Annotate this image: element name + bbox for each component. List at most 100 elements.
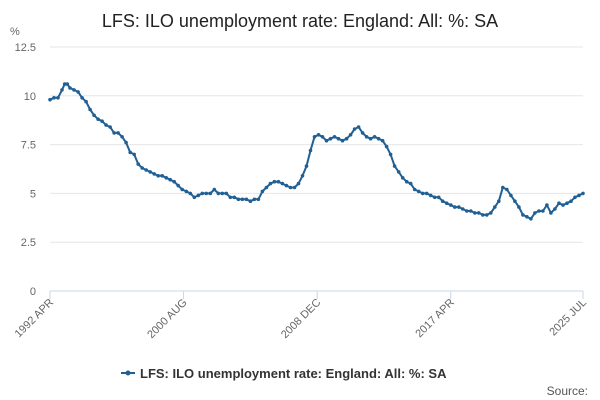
data-point[interactable] xyxy=(545,203,549,207)
data-point[interactable] xyxy=(236,197,241,202)
data-point[interactable] xyxy=(408,181,413,186)
data-point[interactable] xyxy=(537,209,541,213)
data-point[interactable] xyxy=(224,191,229,196)
data-point[interactable] xyxy=(533,211,537,215)
data-point[interactable] xyxy=(176,183,180,188)
data-point[interactable] xyxy=(553,207,557,211)
data-point[interactable] xyxy=(188,191,193,196)
data-point[interactable] xyxy=(396,170,401,174)
data-point[interactable] xyxy=(168,177,172,182)
data-point[interactable] xyxy=(152,172,156,176)
data-point[interactable] xyxy=(489,211,493,215)
data-point[interactable] xyxy=(240,197,245,202)
data-point[interactable] xyxy=(324,138,329,143)
data-point[interactable] xyxy=(501,185,505,190)
data-point[interactable] xyxy=(52,96,56,100)
data-point[interactable] xyxy=(296,181,301,186)
data-point[interactable] xyxy=(256,197,261,202)
data-point[interactable] xyxy=(384,144,389,149)
data-point[interactable] xyxy=(340,138,345,143)
data-point[interactable] xyxy=(573,195,577,200)
data-point[interactable] xyxy=(348,133,353,137)
data-point[interactable] xyxy=(493,205,497,209)
data-point[interactable] xyxy=(232,195,237,200)
data-point[interactable] xyxy=(65,82,70,86)
data-point[interactable] xyxy=(68,86,72,90)
data-point[interactable] xyxy=(92,113,96,118)
data-point[interactable] xyxy=(465,209,469,213)
data-point[interactable] xyxy=(96,117,100,121)
data-point[interactable] xyxy=(208,191,213,196)
data-point[interactable] xyxy=(312,135,317,139)
data-point[interactable] xyxy=(444,201,449,205)
data-point[interactable] xyxy=(440,199,445,203)
data-point[interactable] xyxy=(120,135,124,139)
data-point[interactable] xyxy=(60,88,64,92)
data-point[interactable] xyxy=(160,174,164,178)
data-point[interactable] xyxy=(577,193,581,198)
data-point[interactable] xyxy=(529,217,533,221)
data-point[interactable] xyxy=(473,211,477,215)
data-point[interactable] xyxy=(449,203,453,207)
data-point[interactable] xyxy=(513,199,517,203)
data-point[interactable] xyxy=(561,203,565,207)
data-point[interactable] xyxy=(192,195,197,200)
data-point[interactable] xyxy=(356,125,361,129)
data-point[interactable] xyxy=(505,187,509,192)
data-point[interactable] xyxy=(368,136,373,141)
data-point[interactable] xyxy=(308,148,313,153)
data-point[interactable] xyxy=(376,136,381,141)
data-point[interactable] xyxy=(284,183,289,188)
data-point[interactable] xyxy=(252,197,257,202)
data-point[interactable] xyxy=(220,191,225,196)
data-point[interactable] xyxy=(100,119,104,123)
data-point[interactable] xyxy=(136,162,140,166)
data-point[interactable] xyxy=(260,189,265,194)
data-point[interactable] xyxy=(388,152,393,157)
data-point[interactable] xyxy=(549,211,553,215)
data-point[interactable] xyxy=(184,189,189,194)
data-point[interactable] xyxy=(525,215,529,219)
data-point[interactable] xyxy=(112,131,116,135)
data-point[interactable] xyxy=(328,136,333,141)
data-point[interactable] xyxy=(416,189,421,194)
data-point[interactable] xyxy=(276,179,281,184)
data-point[interactable] xyxy=(497,199,501,203)
data-point[interactable] xyxy=(300,174,305,178)
legend[interactable]: LFS: ILO unemployment rate: England: All… xyxy=(121,366,447,381)
data-point[interactable] xyxy=(268,181,273,186)
data-point[interactable] xyxy=(436,195,441,200)
data-point[interactable] xyxy=(196,193,201,198)
data-point[interactable] xyxy=(292,185,297,190)
data-point[interactable] xyxy=(116,131,120,135)
data-point[interactable] xyxy=(581,191,585,196)
data-point[interactable] xyxy=(108,125,112,129)
data-point[interactable] xyxy=(272,179,277,184)
data-point[interactable] xyxy=(200,191,205,196)
data-point[interactable] xyxy=(461,207,465,211)
data-point[interactable] xyxy=(76,90,80,94)
data-point[interactable] xyxy=(72,88,76,92)
data-point[interactable] xyxy=(404,179,409,184)
data-point[interactable] xyxy=(288,185,293,190)
data-point[interactable] xyxy=(477,211,481,215)
data-point[interactable] xyxy=(372,135,377,139)
data-point[interactable] xyxy=(364,135,369,139)
data-point[interactable] xyxy=(541,209,545,213)
data-point[interactable] xyxy=(517,205,521,209)
data-point[interactable] xyxy=(565,201,569,205)
data-point[interactable] xyxy=(304,164,309,168)
data-point[interactable] xyxy=(180,187,184,192)
data-point[interactable] xyxy=(248,199,253,203)
data-point[interactable] xyxy=(509,193,513,198)
data-point[interactable] xyxy=(360,131,365,135)
data-point[interactable] xyxy=(156,174,160,178)
data-point[interactable] xyxy=(172,179,176,184)
data-point[interactable] xyxy=(124,140,128,145)
data-point[interactable] xyxy=(485,213,489,217)
data-point[interactable] xyxy=(88,107,92,112)
data-point[interactable] xyxy=(84,99,88,104)
data-point[interactable] xyxy=(481,213,485,217)
data-point[interactable] xyxy=(412,187,417,192)
data-point[interactable] xyxy=(420,191,425,196)
